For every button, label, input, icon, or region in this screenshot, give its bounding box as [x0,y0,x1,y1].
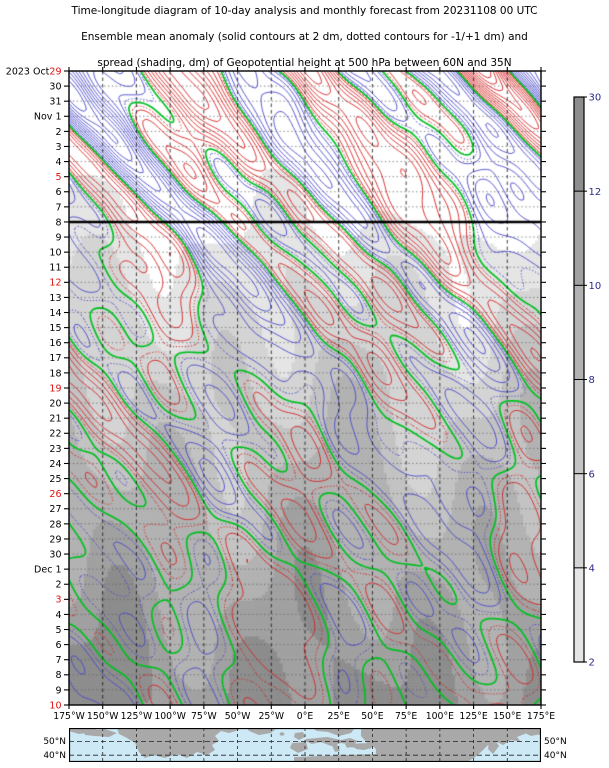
y-tick-label: 30 [49,549,61,560]
map-land-mass [488,740,499,754]
map-land-mass [294,732,305,740]
x-tick-label: 75°W [191,711,217,722]
y-tick-label: 25 [49,474,61,485]
y-tick-label: 23 [49,444,61,455]
x-tick-label: 175°W [53,711,85,722]
chart-title-line-2: Ensemble mean anomaly (solid contours at… [81,31,528,43]
y-tick-label: 2 [55,127,61,138]
colorbar-tick-label: 4 [589,563,595,574]
y-tick-label: 3 [55,142,61,153]
x-tick-label: 50°E [361,711,383,722]
y-tick-label: 27 [49,504,61,515]
y-tick-label: 6 [55,640,61,651]
x-tick-label: 125°E [459,711,487,722]
y-tick-label: 9 [55,685,61,696]
x-tick-label: 0°E [297,711,314,722]
y-tick-label: 16 [49,338,61,349]
y-tick-label: 5 [55,625,61,636]
x-tick-label: 175°E [527,711,555,722]
y-tick-label: 17 [49,353,61,364]
y-tick-label: 28 [49,519,61,530]
map-inland-sea [346,747,356,751]
y-tick-label: 5 [55,172,61,183]
colorbar-segment [574,473,584,569]
y-tick-label: 26 [49,489,61,500]
y-tick-label: 7 [55,655,61,666]
x-tick-label: 125°W [121,711,153,722]
y-tick-label: Nov 1 [34,112,62,123]
map-land-mass [331,742,340,752]
map-land-island [279,732,285,736]
y-tick-label: 15 [49,323,61,334]
y-tick-label: Dec 1 [34,565,61,576]
map-border [69,728,541,762]
y-tick-label: 4 [55,610,61,621]
y-tick-label: 29 [49,534,61,545]
x-tick-label: 25°W [258,711,284,722]
x-tick-label: 25°E [328,711,350,722]
map-land-mass [117,728,239,758]
x-tick-label: 50°W [225,711,251,722]
y-tick-label: 19 [49,383,61,394]
map-land-mass [305,737,358,746]
y-tick-label: 13 [49,293,61,304]
y-tick-label: 8 [55,217,61,228]
map-land-mass [312,728,355,736]
x-tick-label: 100°E [426,711,454,722]
map-lat-label-50n-left: 50°N [43,737,66,747]
y-tick-label: 24 [49,459,61,470]
colorbar-tick-label: 30 [589,93,602,104]
x-tick-label: 150°W [87,711,119,722]
y-tick-label: 21 [49,414,61,425]
x-tick-label: 100°W [154,711,186,722]
y-tick-label: 2 [55,580,61,591]
map-lat-label-40n-left: 40°N [43,751,66,761]
y-tick-label: 9 [55,232,61,243]
y-tick-label: 18 [49,368,61,379]
y-tick-label: 7 [55,202,61,213]
map-inland-sea [370,747,376,755]
y-tick-label: 8 [55,670,61,681]
colorbar-tick-label: 10 [589,281,602,292]
y-tick-label: 6 [55,187,61,198]
colorbar-tick-label: 2 [589,658,595,669]
contour-field-canvas [69,71,541,705]
map-land-mass [521,728,541,736]
map-land-mass [247,728,277,735]
map-lat-label-40n-right: 40°N [544,751,567,761]
y-tick-label: 30 [49,81,61,92]
map-land-mass [83,729,117,737]
x-tick-label: 75°E [395,711,417,722]
y-tick-label: 11 [49,263,61,274]
y-tick-label: 20 [49,398,61,409]
y-tick-label: 10 [49,700,61,711]
colorbar-segment [574,191,584,286]
x-tick-label: 150°E [493,711,521,722]
colorbar-segment [574,285,584,380]
map-lat-label-50n-right: 50°N [544,737,567,747]
map-land-mass [507,729,511,737]
chart-title-line-1: Time-longitude diagram of 10-day analysi… [71,5,538,17]
colorbar-segment [574,379,584,475]
map-land-mass [290,742,308,753]
y-tick-label: 22 [49,429,61,440]
colorbar-tick-label: 8 [589,375,595,386]
colorbar-tick-label: 12 [589,187,602,198]
y-tick-label: 10 [49,248,61,259]
y-tick-label: 14 [49,308,61,319]
colorbar-tick-label: 6 [589,469,595,480]
y-tick-label: 3 [55,595,61,606]
colorbar-border [573,96,585,663]
y-tick-label: 12 [49,278,61,289]
y-tick-label: 4 [55,157,61,168]
chart-title-line-3: spread (shading, dm) of Geopotential hei… [97,57,512,69]
colorbar-segment [574,97,584,192]
latitude-band-map [69,728,541,762]
colorbar-segment [574,567,584,663]
y-tick-label: 31 [49,97,61,108]
